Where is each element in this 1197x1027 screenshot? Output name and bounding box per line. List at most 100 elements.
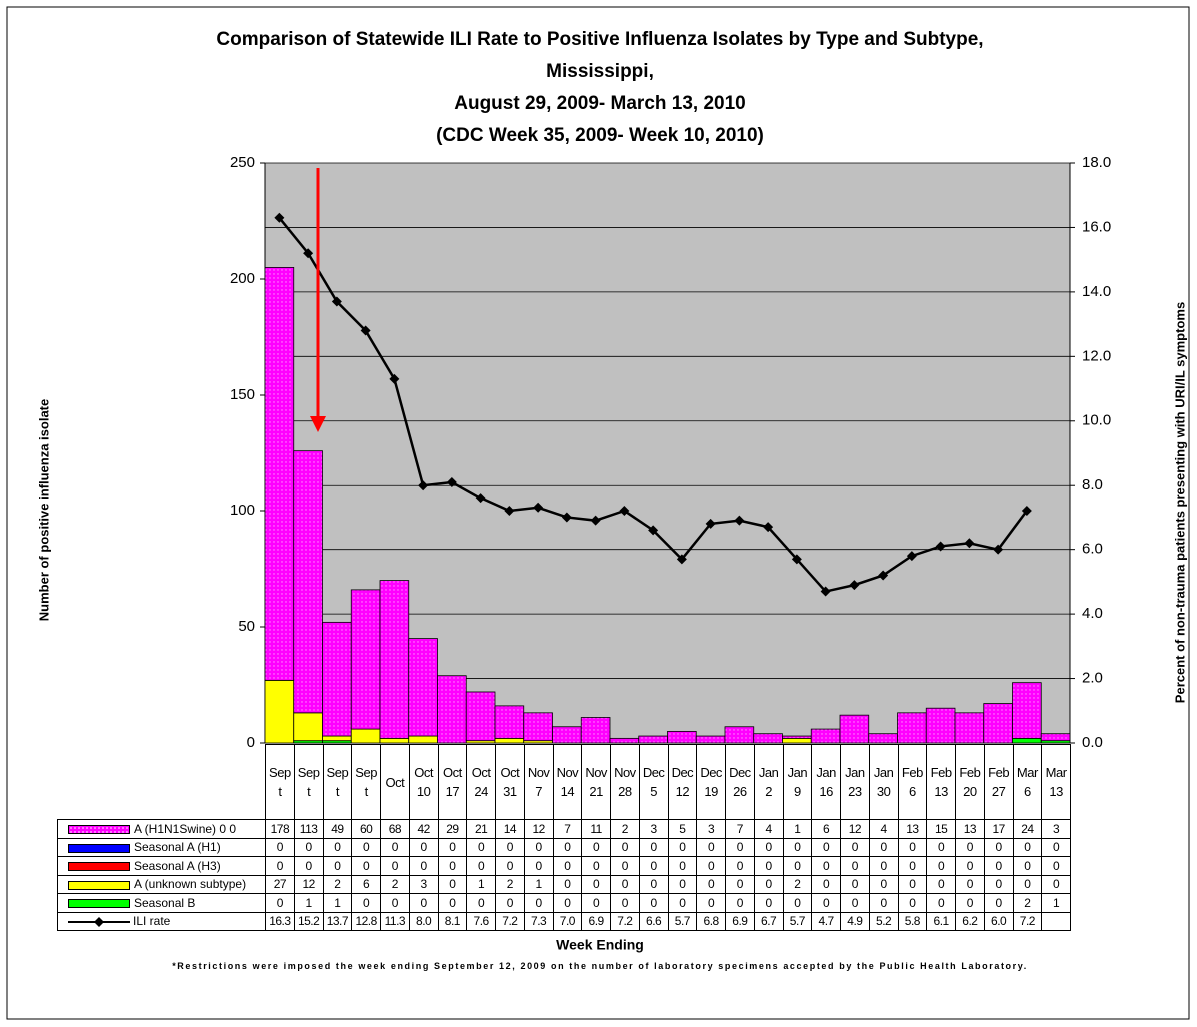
table-value: 3	[1041, 819, 1071, 839]
line-marker	[820, 586, 831, 597]
table-value: 7.2	[610, 911, 640, 931]
line-marker	[906, 551, 917, 562]
legend-label: Seasonal A (H1)	[134, 840, 221, 855]
table-value: 0	[638, 874, 669, 894]
table-value: 7.2	[1012, 911, 1043, 931]
table-value: 0	[868, 837, 899, 857]
bar-segment	[1012, 682, 1042, 739]
table-value: 0	[437, 893, 468, 913]
bar-segment	[695, 735, 726, 744]
table-value: 13	[955, 819, 985, 839]
bar-segment	[408, 735, 438, 744]
table-value: 0	[581, 874, 611, 894]
table-value: 5.2	[868, 911, 899, 931]
line-marker	[849, 580, 860, 591]
table-value: 0	[725, 893, 755, 913]
line-marker	[1021, 506, 1032, 516]
table-value: 0	[466, 893, 496, 913]
x-tick-label: Jan 9	[782, 744, 813, 820]
table-value: 0	[408, 837, 439, 857]
x-tick-label: Jan 23	[840, 744, 870, 820]
table-value: 29	[437, 819, 468, 839]
x-tick-label: Sept	[322, 744, 353, 820]
line-marker	[964, 538, 975, 549]
table-value: 1	[1041, 893, 1071, 913]
x-axis-title: Week Ending	[556, 937, 644, 953]
bar-segment	[782, 737, 812, 744]
y2-tick-label: 16.0	[1082, 218, 1111, 235]
table-value: 113	[293, 819, 324, 839]
data-table: Sept Sept Sept Sept Oct Oct 10 Oct 17 Oct 24 Oct…	[57, 744, 1071, 931]
legend-swatch	[68, 825, 130, 835]
bar-segment	[350, 728, 381, 744]
table-value: 0	[293, 856, 324, 876]
table-value: 0	[293, 837, 324, 857]
bar-segment	[667, 731, 697, 744]
table-value: 2	[1012, 893, 1043, 913]
y2-tick-label: 18.0	[1082, 154, 1111, 171]
bar-segment	[810, 728, 841, 744]
table-value: 1	[293, 893, 324, 913]
line-marker	[504, 506, 515, 516]
table-value: 0	[265, 837, 295, 857]
legend-entry: Seasonal A (H1)	[57, 837, 266, 857]
y2-tick-label: 6.0	[1082, 541, 1103, 558]
table-value: 0	[1041, 856, 1071, 876]
table-value: 3	[408, 874, 439, 894]
table-value: 0	[523, 837, 554, 857]
x-tick-label: Feb 27	[983, 744, 1014, 820]
table-value: 4.9	[840, 911, 870, 931]
table-value: 4	[868, 819, 899, 839]
x-tick-label: Oct 17	[437, 744, 468, 820]
table-value: 0	[696, 856, 726, 876]
table-value: 7.3	[523, 911, 554, 931]
bar-segment	[322, 621, 352, 737]
y2-tick-label: 8.0	[1082, 476, 1103, 493]
table-value: 0	[408, 893, 439, 913]
line-marker	[648, 525, 659, 536]
table-value: 0	[983, 893, 1014, 913]
line-marker	[791, 554, 802, 565]
line-marker	[935, 541, 946, 552]
table-value: 0	[811, 874, 841, 894]
line-marker	[274, 212, 285, 223]
legend-label: ILI rate	[133, 914, 171, 929]
table-value: 12	[293, 874, 324, 894]
bar-segment	[552, 726, 582, 744]
bar-segment	[350, 589, 381, 730]
y-tick-label: 200	[230, 270, 255, 287]
table-value: 68	[380, 819, 410, 839]
y2-tick-label: 10.0	[1082, 412, 1111, 429]
y2-tick-label: 14.0	[1082, 283, 1111, 300]
legend-label: A (H1N1Swine) 0 0	[134, 821, 237, 836]
bar-segment	[983, 703, 1013, 744]
table-value: 5.8	[897, 911, 928, 931]
bar-segment	[264, 266, 295, 681]
table-value: 0	[1041, 837, 1071, 857]
x-tick-label: Jan 2	[753, 744, 784, 820]
bar-segment	[782, 735, 812, 739]
table-value: 0	[351, 856, 381, 876]
legend-entry: Seasonal B	[57, 893, 266, 913]
table-value: 16.3	[265, 911, 295, 931]
table-value: 6.6	[638, 911, 669, 931]
line-marker	[619, 506, 630, 516]
bar-segment	[954, 712, 985, 744]
table-value: 15.2	[293, 911, 324, 931]
table-value: 0	[840, 856, 870, 876]
table-value: 0	[610, 893, 640, 913]
table-value: 11	[581, 819, 611, 839]
table-value: 1	[322, 893, 353, 913]
table-value: 17	[983, 819, 1014, 839]
table-value: 0	[897, 837, 928, 857]
table-value: 6	[351, 874, 381, 894]
table-value: 12	[840, 819, 870, 839]
table-value: 0	[552, 856, 583, 876]
table-value: 178	[265, 819, 295, 839]
bar-segment	[868, 733, 898, 744]
bar-segment	[523, 712, 553, 742]
x-tick-label: Oct 24	[466, 744, 496, 820]
line-marker	[446, 477, 457, 487]
chart-title: (CDC Week 35, 2009- Week 10, 2010)	[436, 125, 764, 146]
x-tick-label: Sept	[351, 744, 381, 820]
